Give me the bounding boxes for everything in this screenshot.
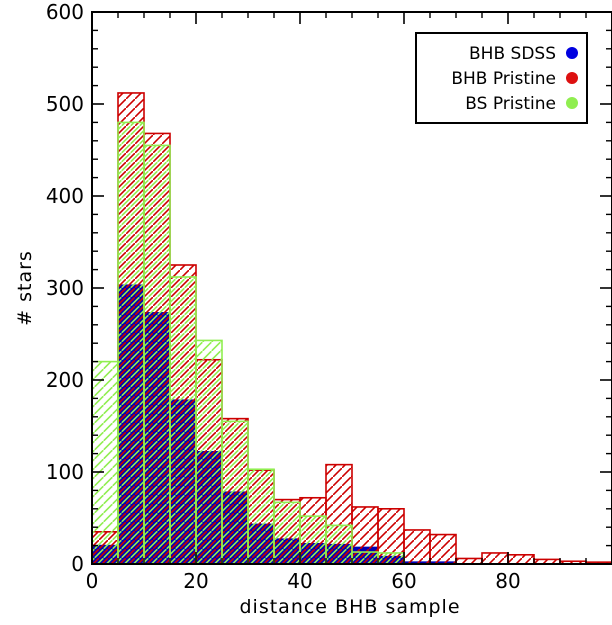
bar-bs-pristine-10 xyxy=(143,144,171,564)
axis-tick-labels: 0 20 40 60 80 0 100 200 300 400 500 600 xyxy=(46,0,521,593)
x-tick-label-80: 80 xyxy=(495,569,520,593)
y-tick-label-400: 400 xyxy=(46,184,84,208)
bar-bs-pristine-20 xyxy=(195,339,223,564)
series-bs-pristine xyxy=(92,121,405,564)
legend-box xyxy=(415,32,588,124)
legend: BHB SDSS BHB Pristine BS Pristine xyxy=(415,32,588,124)
legend-marker-bs-pristine xyxy=(566,97,578,109)
bar-bhb-pristine-65 xyxy=(429,533,457,564)
legend-label-bhb-pristine: BHB Pristine xyxy=(451,69,556,89)
x-tick-label-20: 20 xyxy=(183,569,208,593)
legend-label-bhb-sdss: BHB SDSS xyxy=(469,44,556,64)
bar-bs-pristine-55 xyxy=(377,552,405,564)
bar-bhb-pristine-60 xyxy=(403,529,431,564)
legend-label-bs-pristine: BS Pristine xyxy=(465,94,556,114)
bar-bs-pristine-15 xyxy=(169,276,197,564)
x-tick-label-60: 60 xyxy=(391,569,416,593)
y-tick-label-0: 0 xyxy=(71,552,84,576)
y-tick-label-100: 100 xyxy=(46,460,84,484)
legend-marker-bhb-pristine xyxy=(566,72,578,84)
y-tick-label-300: 300 xyxy=(46,276,84,300)
bar-bs-pristine-40 xyxy=(299,515,327,564)
x-axis-title: distance BHB sample xyxy=(239,596,460,618)
x-tick-label-40: 40 xyxy=(287,569,312,593)
bar-bs-pristine-30 xyxy=(247,468,275,564)
y-axis-title: # stars xyxy=(14,250,36,326)
bar-bhb-pristine-75 xyxy=(481,552,509,564)
bar-bhb-pristine-80 xyxy=(507,553,535,564)
y-tick-label-500: 500 xyxy=(46,92,84,116)
legend-marker-bhb-sdss xyxy=(566,47,578,59)
y-tick-label-600: 600 xyxy=(46,0,84,24)
axis-ticks xyxy=(91,11,612,565)
bar-bs-pristine-25 xyxy=(221,420,249,564)
bar-bs-pristine-5 xyxy=(117,121,145,564)
bar-bs-pristine-35 xyxy=(273,501,301,564)
y-tick-label-200: 200 xyxy=(46,368,84,392)
x-tick-label-0: 0 xyxy=(86,569,99,593)
bar-bs-pristine-0 xyxy=(92,360,119,564)
bar-bs-pristine-50 xyxy=(351,551,379,564)
bar-bs-pristine-45 xyxy=(325,524,353,564)
